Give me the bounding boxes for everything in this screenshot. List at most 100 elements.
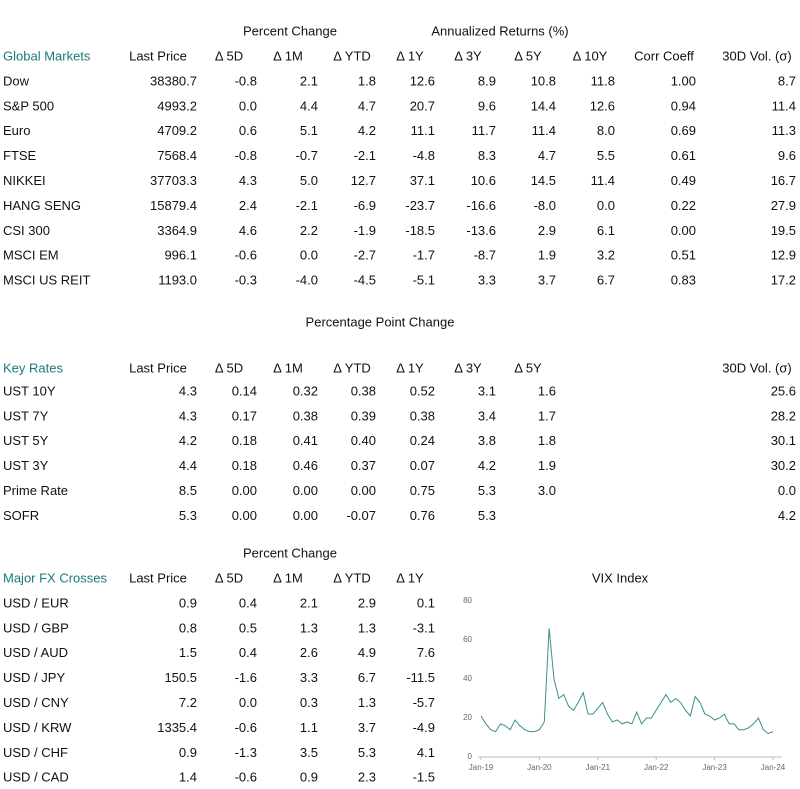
cell: 0.5 (239, 620, 257, 635)
row-label: USD / CHF (3, 745, 68, 760)
cell: 10.8 (531, 73, 556, 88)
cell: 0.61 (671, 148, 696, 163)
cell: 5.3 (478, 483, 496, 498)
cell: -8.0 (534, 198, 556, 213)
cell: 0.8 (179, 620, 197, 635)
cell: 0.00 (293, 483, 318, 498)
row-label: S&P 500 (3, 98, 54, 113)
column-header: Corr Coeff (634, 48, 694, 63)
cell: -3.1 (413, 620, 435, 635)
cell: -23.7 (405, 198, 435, 213)
cell: 4.4 (300, 98, 318, 113)
cell: 3.1 (478, 383, 496, 398)
column-header: Δ 1Y (396, 360, 424, 375)
row-label: UST 10Y (3, 383, 56, 398)
cell: -16.6 (466, 198, 496, 213)
row-label: USD / CAD (3, 770, 69, 785)
x-tick-label: Jan-24 (761, 763, 786, 772)
cell: 20.7 (410, 98, 435, 113)
cell: 17.2 (771, 273, 796, 288)
cell: 3.3 (478, 273, 496, 288)
column-header: Δ 3Y (454, 360, 482, 375)
cell: 28.2 (771, 408, 796, 423)
cell: 2.3 (358, 770, 376, 785)
y-tick-label: 20 (463, 713, 472, 722)
cell: 4.2 (179, 433, 197, 448)
cell: 0.4 (239, 595, 257, 610)
row-label: Euro (3, 123, 30, 138)
cell: 4.6 (239, 223, 257, 238)
row-label: MSCI EM (3, 248, 59, 263)
row-label: NIKKEI (3, 173, 46, 188)
cell: 0.1 (417, 595, 435, 610)
column-header: Δ 5D (215, 570, 243, 585)
cell: -6.9 (354, 198, 376, 213)
column-header: Last Price (129, 570, 187, 585)
y-tick-label: 40 (463, 674, 472, 683)
x-tick-label: Jan-19 (469, 763, 494, 772)
group-header: Percent Change (243, 545, 337, 560)
cell: 0.07 (410, 458, 435, 473)
column-header: Δ 1Y (396, 570, 424, 585)
cell: 11.3 (772, 123, 796, 138)
cell: 10.6 (471, 173, 496, 188)
column-header: Key Rates (3, 360, 63, 375)
row-label: USD / GBP (3, 620, 69, 635)
cell: 5.3 (179, 508, 197, 523)
cell: 4.3 (179, 408, 197, 423)
cell: 0.4 (239, 645, 257, 660)
cell: 14.5 (531, 173, 556, 188)
cell: -1.3 (235, 745, 257, 760)
cell: -0.3 (235, 273, 257, 288)
cell: 1.8 (358, 73, 376, 88)
row-label: Dow (3, 73, 30, 88)
cell: -11.5 (406, 670, 435, 685)
x-tick-label: Jan-22 (644, 763, 669, 772)
column-header: Δ 5Y (514, 48, 542, 63)
row-label: SOFR (3, 508, 39, 523)
column-header: 30D Vol. (σ) (722, 48, 791, 63)
cell: 7.2 (179, 695, 197, 710)
row-label: USD / AUD (3, 645, 68, 660)
cell: 4993.2 (157, 98, 197, 113)
cell: 12.6 (410, 73, 435, 88)
row-label: USD / JPY (3, 670, 65, 685)
cell: -1.5 (413, 770, 435, 785)
cell: 0.14 (232, 383, 257, 398)
group-header: Percentage Point Change (306, 314, 455, 329)
cell: 0.9 (179, 745, 197, 760)
cell: 0.18 (232, 458, 257, 473)
cell: 0.9 (300, 770, 318, 785)
column-header: Major FX Crosses (3, 570, 108, 585)
cell: 0.17 (232, 408, 257, 423)
cell: 12.7 (351, 173, 376, 188)
cell: 1.5 (179, 645, 197, 660)
cell: 2.9 (538, 223, 556, 238)
y-tick-label: 80 (463, 596, 472, 605)
cell: -0.6 (235, 248, 257, 263)
row-label: USD / CNY (3, 695, 69, 710)
cell: 0.24 (410, 433, 435, 448)
cell: 5.3 (358, 745, 376, 760)
cell: -1.6 (235, 670, 257, 685)
row-label: UST 5Y (3, 433, 49, 448)
cell: 2.1 (300, 595, 318, 610)
cell: 6.7 (597, 273, 615, 288)
x-tick-label: Jan-20 (527, 763, 552, 772)
cell: 0.38 (351, 383, 376, 398)
cell: 4.3 (239, 173, 257, 188)
cell: 0.3 (300, 695, 318, 710)
cell: 4.2 (778, 508, 796, 523)
cell: 11.1 (411, 123, 435, 138)
cell: 0.0 (239, 98, 257, 113)
cell: -0.8 (235, 148, 257, 163)
column-header: 30D Vol. (σ) (722, 360, 791, 375)
column-header: Last Price (129, 360, 187, 375)
cell: 0.41 (293, 433, 318, 448)
column-header: Δ YTD (333, 570, 371, 585)
cell: 37.1 (410, 173, 435, 188)
cell: 0.0 (778, 483, 796, 498)
cell: 0.0 (239, 695, 257, 710)
cell: 9.6 (478, 98, 496, 113)
